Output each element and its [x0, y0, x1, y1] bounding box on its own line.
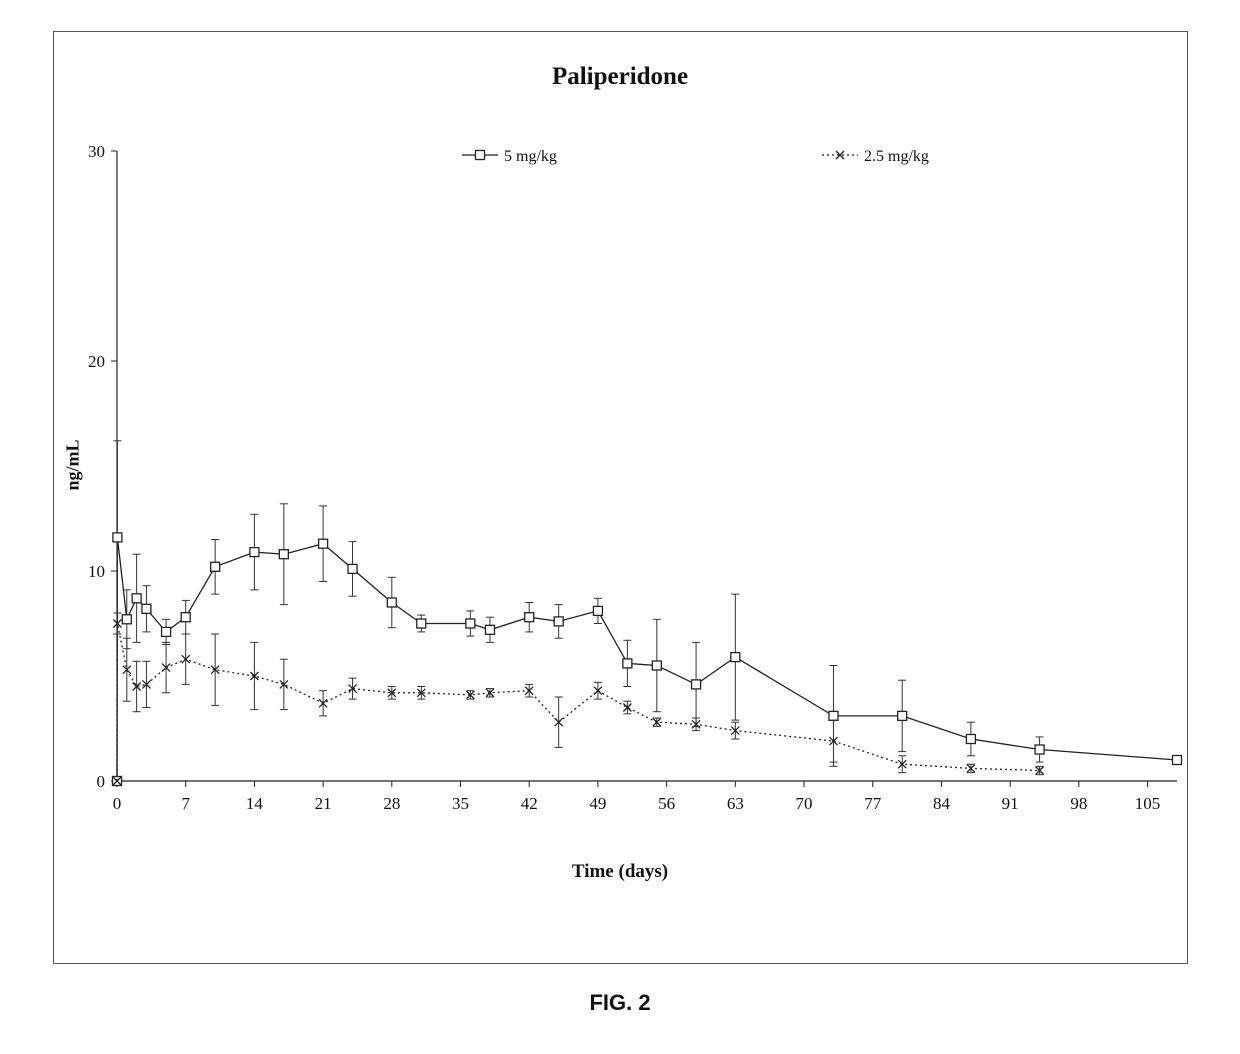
series-line	[117, 624, 1040, 782]
x-tick-label: 84	[933, 794, 951, 813]
data-point	[485, 625, 494, 634]
x-tick-label: 21	[315, 794, 332, 813]
axes: 0 7 14 21 28 35 42 49 56 63 70 77 84 91 98 105 0 10 20 30	[88, 142, 1177, 813]
x-tick-label: 7	[181, 794, 190, 813]
data-point	[142, 604, 151, 613]
x-tick-label: 70	[796, 794, 813, 813]
legend-label: 2.5 mg/kg	[864, 148, 929, 165]
data-point	[162, 627, 171, 636]
series-layer	[113, 441, 1182, 786]
data-point	[623, 659, 632, 668]
data-point	[122, 615, 131, 624]
x-tick-label: 77	[864, 794, 882, 813]
data-point	[211, 562, 220, 571]
series-2-5mgkg	[113, 613, 1044, 785]
y-tick-label: 20	[88, 352, 105, 371]
data-point	[554, 617, 563, 626]
legend: 5 mg/kg 2.5 mg/kg	[462, 148, 929, 165]
data-point	[1173, 756, 1182, 765]
y-tick-label: 10	[88, 562, 105, 581]
legend-swatch-marker	[476, 151, 485, 160]
x-axis-label: Time (days)	[0, 861, 1240, 883]
x-tick-label: 0	[113, 794, 122, 813]
data-point	[692, 680, 701, 689]
legend-item: 2.5 mg/kg	[822, 148, 929, 165]
series-5mgkg	[113, 441, 1182, 786]
legend-label: 5 mg/kg	[504, 148, 557, 165]
x-tick-label: 98	[1070, 794, 1087, 813]
x-tick-label: 42	[521, 794, 538, 813]
data-point	[593, 606, 602, 615]
data-point	[113, 533, 122, 542]
legend-item: 5 mg/kg	[462, 148, 557, 165]
data-point	[132, 594, 141, 603]
data-point	[250, 548, 259, 557]
data-point	[966, 735, 975, 744]
x-tick-label: 56	[658, 794, 675, 813]
x-tick-label: 105	[1135, 794, 1161, 813]
data-point	[466, 619, 475, 628]
data-point	[348, 564, 357, 573]
data-point	[319, 539, 328, 548]
figure-caption: FIG. 2	[0, 990, 1240, 1016]
data-point	[1035, 745, 1044, 754]
data-point	[898, 711, 907, 720]
x-tick-label: 28	[383, 794, 400, 813]
data-point	[417, 619, 426, 628]
data-point	[279, 550, 288, 559]
data-point	[652, 661, 661, 670]
y-tick-label: 30	[88, 142, 105, 161]
data-point	[731, 653, 740, 662]
data-point	[181, 613, 190, 622]
data-point	[829, 711, 838, 720]
y-axis-label: ng/mL	[63, 439, 84, 490]
x-tick-label: 91	[1002, 794, 1019, 813]
x-tick-label: 63	[727, 794, 744, 813]
x-tick-label: 35	[452, 794, 469, 813]
data-point	[525, 613, 534, 622]
data-point	[387, 598, 396, 607]
x-tick-label: 49	[589, 794, 606, 813]
series-line	[117, 537, 1177, 781]
x-tick-label: 14	[246, 794, 264, 813]
y-tick-label: 0	[97, 772, 106, 791]
